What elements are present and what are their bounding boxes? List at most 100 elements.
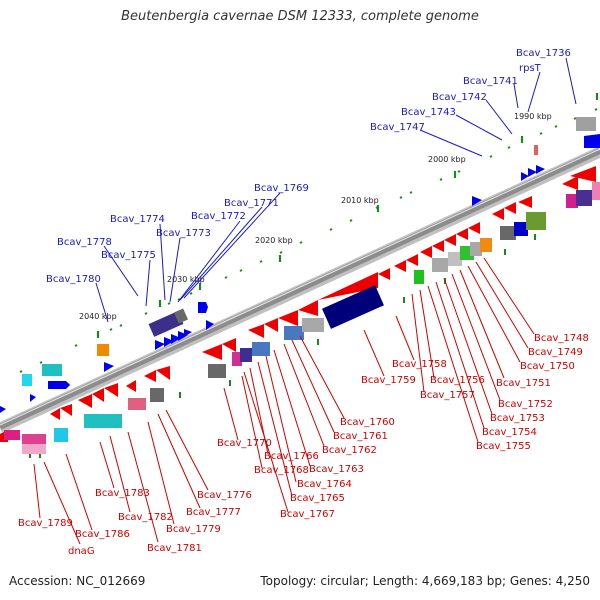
gene-block (150, 388, 164, 402)
gene-arrow (468, 222, 480, 234)
gene-label: Bcav_1742 (432, 92, 487, 103)
gene-label: Bcav_1771 (224, 198, 279, 209)
gene-arrow (562, 176, 578, 190)
gene-label: Bcav_1773 (156, 228, 211, 239)
gene-block (232, 352, 242, 366)
gene-arrow (202, 344, 222, 360)
gene-arrow (178, 331, 188, 341)
gene-label: Bcav_1759 (361, 375, 416, 386)
gene-label: Bcav_1780 (46, 274, 101, 285)
genome-backbone (0, 147, 600, 433)
top-labels: Bcav_1736 rpsT Bcav_1741 Bcav_1742 Bcav_… (46, 48, 571, 285)
gene-block (448, 252, 462, 266)
gene-label: Bcav_1736 (516, 48, 571, 59)
gene-arrow (155, 340, 165, 350)
scale-ticks (19, 108, 598, 373)
gene-block (54, 428, 68, 442)
gene-block (322, 285, 384, 329)
gene-arrow (198, 302, 208, 313)
gene-arrow (521, 172, 529, 181)
gene-block (97, 344, 109, 356)
gene-label: Bcav_1749 (528, 347, 583, 358)
gene-block (284, 326, 304, 340)
gene-label: Bcav_1786 (75, 529, 130, 540)
gene-arrow (472, 196, 482, 206)
gene-block (576, 117, 596, 131)
gene-arrow (171, 334, 181, 344)
gene-arrow (570, 166, 596, 182)
gene-arrow (378, 268, 390, 280)
gene-block (592, 182, 600, 200)
gene-block (302, 318, 324, 332)
gene-label: Bcav_1761 (333, 431, 388, 442)
gene-label: Bcav_1789 (18, 518, 73, 529)
gene-arrow (164, 337, 174, 347)
reverse-genes (0, 166, 596, 442)
gene-label: Bcav_1769 (254, 183, 309, 194)
gene-label: Bcav_1764 (297, 479, 352, 490)
scale-labels: 1990 kbp 2000 kbp 2010 kbp 2020 kbp 2030… (79, 112, 552, 321)
gene-label: Bcav_1756 (430, 375, 485, 386)
gene-arrow (492, 208, 504, 220)
gene-arrow (156, 366, 170, 380)
gene-arrow (406, 254, 418, 266)
gene-block (173, 308, 189, 324)
scale-label: 2000 kbp (428, 155, 466, 164)
gene-arrow (536, 165, 545, 174)
gene-arrow (60, 404, 72, 416)
gene-arrow (584, 134, 600, 148)
gene-block (208, 364, 226, 378)
gene-label: Bcav_1741 (463, 76, 518, 87)
gene-label: Bcav_1772 (191, 211, 246, 222)
gene-label: Bcav_1775 (101, 250, 156, 261)
gene-block (128, 398, 146, 410)
gene-arrow (528, 168, 537, 177)
gene-label: Bcav_1782 (118, 512, 173, 523)
gene-label: Bcav_1762 (322, 445, 377, 456)
scale-label: 2020 kbp (255, 236, 293, 245)
gene-arrow (62, 381, 70, 388)
gene-arrow (50, 408, 60, 420)
scale-label: 1990 kbp (514, 112, 552, 121)
gene-arrow (456, 228, 468, 240)
gene-label: Bcav_1751 (496, 378, 551, 389)
gene-block (576, 190, 592, 206)
gene-block (480, 238, 492, 252)
bottom-labels: Bcav_1748 Bcav_1749 Bcav_1750 Bcav_1751 … (18, 333, 589, 557)
scale-label: 2010 kbp (341, 196, 379, 205)
scale-label: 2040 kbp (79, 312, 117, 321)
accession-label: Accession: NC_012669 (9, 574, 146, 588)
gene-arrow (206, 320, 214, 330)
gene-label: Bcav_1758 (392, 359, 447, 370)
gene-blocks (4, 182, 600, 454)
top-leaders (95, 57, 577, 323)
gene-arrow (144, 370, 156, 382)
gene-label: dnaG (68, 546, 95, 557)
gene-arrow (78, 394, 92, 408)
gene-arrow (432, 240, 444, 252)
gene-arrow (420, 246, 432, 258)
gene-arrow (0, 406, 6, 413)
gene-arrow (92, 388, 104, 402)
gene-label: Bcav_1743 (401, 107, 456, 118)
gene-arrow (104, 383, 118, 397)
gene-label: Bcav_1752 (498, 399, 553, 410)
gene-label: Bcav_1776 (197, 490, 252, 501)
gene-label: Bcav_1755 (476, 441, 531, 452)
gene-block (22, 434, 46, 446)
gene-block (240, 348, 252, 362)
gene-label: Bcav_1765 (290, 493, 345, 504)
gene-block (566, 194, 578, 208)
gene-label: Bcav_1763 (309, 464, 364, 475)
gene-block (252, 342, 270, 356)
forward-genes (0, 117, 600, 413)
gene-label: Bcav_1783 (95, 488, 150, 499)
gene-label: Bcav_1757 (420, 390, 475, 401)
bottom-leaders (33, 257, 535, 545)
gene-block (470, 242, 482, 256)
gene-arrow (444, 234, 456, 246)
gene-arrow (104, 362, 114, 372)
gene-label: rpsT (519, 63, 542, 74)
gene-label: Bcav_1753 (490, 413, 545, 424)
gene-block (22, 374, 32, 386)
